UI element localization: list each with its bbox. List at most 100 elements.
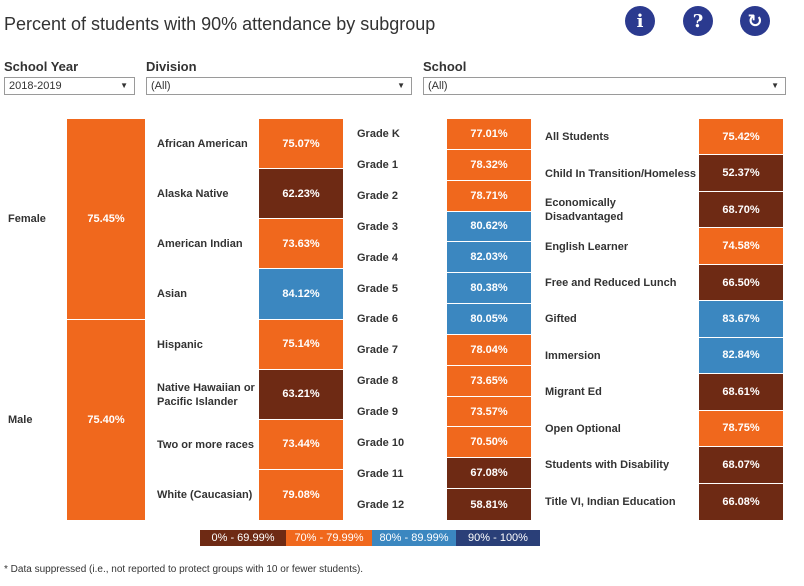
chevron-down-icon: ▼	[771, 81, 779, 90]
bar-3-9[interactable]: 68.07%	[699, 447, 783, 484]
bar-2-3[interactable]: 80.62%	[447, 211, 531, 243]
bar-2-9[interactable]: 73.57%	[447, 396, 531, 428]
data-label: 74.58%	[722, 240, 760, 253]
data-label: 80.38%	[470, 282, 508, 295]
category-label: White (Caucasian)	[157, 488, 253, 501]
category-label: Grade K	[357, 128, 400, 141]
data-label: 75.14%	[282, 338, 320, 351]
bar-2-0[interactable]: 77.01%	[447, 119, 531, 150]
data-label: 78.71%	[470, 189, 508, 202]
data-label: 68.07%	[722, 458, 760, 471]
bar-1-3[interactable]: 84.12%	[259, 269, 343, 320]
bar-2-2[interactable]: 78.71%	[447, 180, 531, 212]
data-label: 75.42%	[722, 130, 760, 143]
bar-0-1[interactable]: 75.40%	[67, 319, 145, 520]
bar-3-0[interactable]: 75.42%	[699, 119, 783, 156]
bar-1-5[interactable]: 63.21%	[259, 369, 343, 420]
bar-2-5[interactable]: 80.38%	[447, 273, 531, 305]
bar-2-8[interactable]: 73.65%	[447, 365, 531, 397]
data-label: 73.44%	[282, 438, 320, 451]
legend: 0% - 69.99% 70% - 79.99% 80% - 89.99% 90…	[200, 530, 540, 546]
category-label: Grade 7	[357, 344, 398, 357]
school-select[interactable]: (All) ▼	[423, 77, 786, 95]
category-label: Hispanic	[157, 338, 203, 351]
data-label: 78.75%	[722, 422, 760, 435]
school-value: (All)	[428, 80, 448, 92]
bar-2-6[interactable]: 80.05%	[447, 304, 531, 335]
category-label: Grade 9	[357, 406, 398, 419]
category-label: Grade 10	[357, 436, 405, 449]
data-label: 73.63%	[282, 237, 320, 250]
data-label: 68.70%	[722, 203, 760, 216]
data-label: 58.81%	[470, 498, 508, 511]
bar-3-5[interactable]: 83.67%	[699, 301, 783, 338]
category-label: Grade 11	[357, 467, 404, 480]
category-label: Two or more races	[157, 438, 254, 451]
bar-1-4[interactable]: 75.14%	[259, 319, 343, 370]
bar-0-0[interactable]: 75.45%	[67, 119, 145, 320]
division-select[interactable]: (All) ▼	[146, 77, 412, 95]
bar-1-1[interactable]: 62.23%	[259, 169, 343, 220]
data-label: 77.01%	[470, 127, 508, 140]
legend-item-90-100: 90% - 100%	[456, 530, 540, 546]
data-label: 73.65%	[470, 374, 508, 387]
school-label: School	[423, 59, 467, 74]
data-label: 67.08%	[470, 467, 508, 480]
category-label: Grade 2	[357, 190, 398, 203]
bar-3-2[interactable]: 68.70%	[699, 191, 783, 229]
bar-3-1[interactable]: 52.37%	[699, 155, 783, 192]
bar-2-11[interactable]: 67.08%	[447, 458, 531, 490]
bar-3-7[interactable]: 68.61%	[699, 374, 783, 411]
bar-2-7[interactable]: 78.04%	[447, 334, 531, 366]
data-label: 79.08%	[282, 488, 320, 501]
data-label: 80.62%	[470, 220, 508, 233]
bar-1-0[interactable]: 75.07%	[259, 119, 343, 170]
bar-2-1[interactable]: 78.32%	[447, 149, 531, 181]
category-label: Grade 8	[357, 375, 398, 388]
bar-3-4[interactable]: 66.50%	[699, 264, 783, 302]
page-title: Percent of students with 90% attendance …	[4, 14, 436, 34]
legend-item-0-69: 0% - 69.99%	[200, 530, 286, 546]
data-label: 78.04%	[470, 343, 508, 356]
data-label: 66.50%	[722, 276, 760, 289]
bar-3-8[interactable]: 78.75%	[699, 410, 783, 448]
bar-3-10[interactable]: 66.08%	[699, 483, 783, 520]
legend-item-80-89: 80% - 89.99%	[372, 530, 456, 546]
category-label: Asian	[157, 288, 187, 301]
category-label: Grade 12	[357, 498, 405, 511]
help-icon[interactable]: ?	[683, 6, 713, 36]
category-label: Migrant Ed	[545, 386, 602, 399]
category-label: Students with Disability	[545, 459, 670, 472]
school-year-value: 2018-2019	[9, 80, 62, 92]
category-label: Male	[8, 413, 33, 426]
bar-1-2[interactable]: 73.63%	[259, 219, 343, 270]
school-year-label: School Year	[4, 59, 79, 74]
category-label: African American	[157, 138, 248, 151]
refresh-icon[interactable]: ↻	[740, 6, 770, 36]
info-icon[interactable]: i	[625, 6, 655, 36]
data-label: 80.05%	[470, 312, 508, 325]
category-label: American Indian	[157, 238, 243, 251]
bar-3-3[interactable]: 74.58%	[699, 228, 783, 265]
category-label: Open Optional	[545, 422, 621, 435]
bar-2-12[interactable]: 58.81%	[447, 489, 531, 520]
data-label: 70.50%	[470, 436, 508, 449]
bar-2-4[interactable]: 82.03%	[447, 242, 531, 274]
category-label: Free and Reduced Lunch	[545, 277, 677, 290]
data-label: 82.03%	[470, 251, 508, 264]
bar-1-6[interactable]: 73.44%	[259, 419, 343, 470]
data-label: 84.12%	[282, 287, 320, 300]
category-label: All Students	[545, 131, 610, 144]
data-label: 82.84%	[722, 349, 760, 362]
category-label: Grade 1	[357, 159, 398, 172]
category-label: Grade 6	[357, 313, 398, 326]
data-label: 63.21%	[282, 388, 320, 401]
bar-3-6[interactable]: 82.84%	[699, 337, 783, 375]
bar-2-10[interactable]: 70.50%	[447, 427, 531, 459]
school-year-select[interactable]: 2018-2019 ▼	[4, 77, 135, 95]
division-label: Division	[146, 59, 197, 74]
category-label: Gifted	[545, 313, 577, 326]
bar-1-7[interactable]: 79.08%	[259, 469, 343, 520]
category-label: Immersion	[545, 349, 601, 362]
legend-item-70-79: 70% - 79.99%	[286, 530, 372, 546]
